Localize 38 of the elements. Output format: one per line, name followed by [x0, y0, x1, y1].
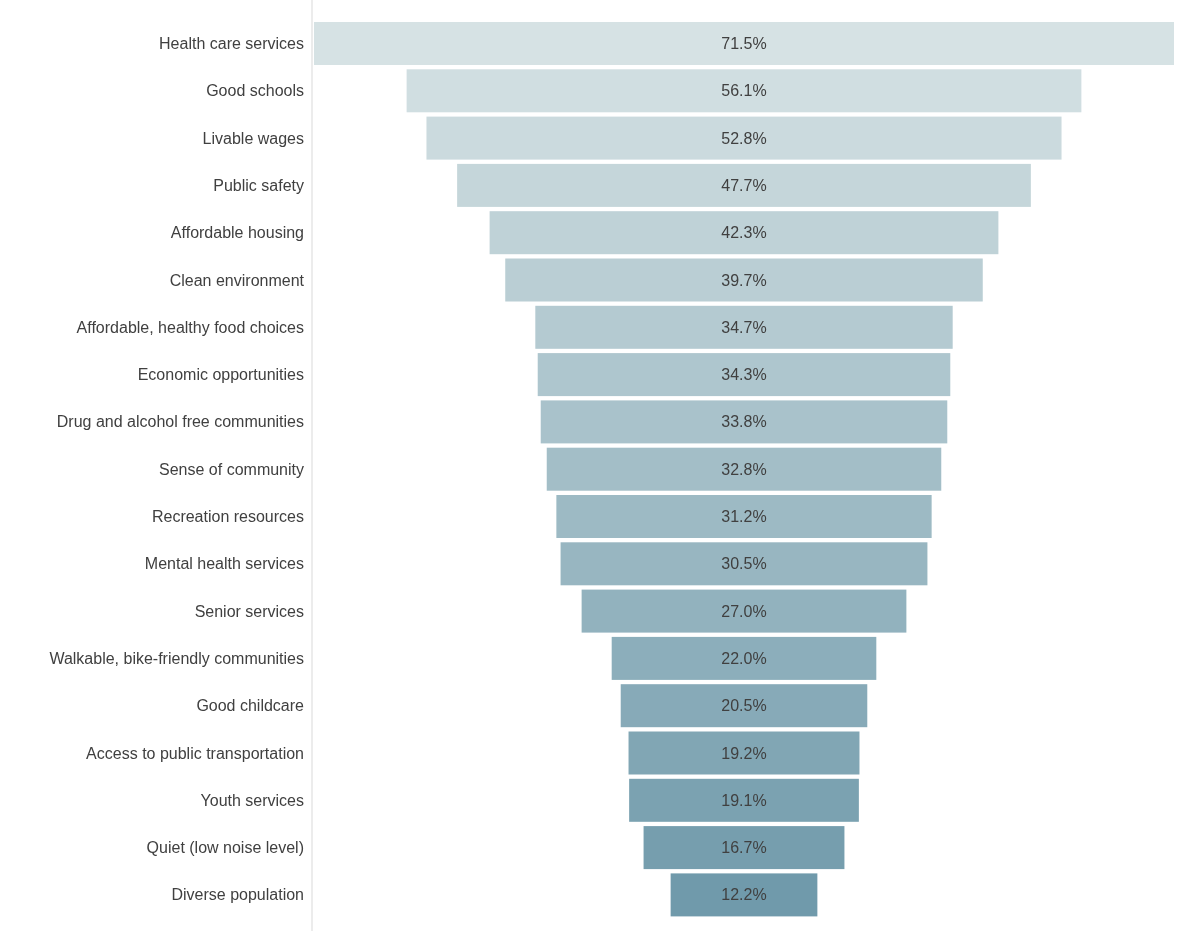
- data-label: 30.5%: [721, 555, 767, 573]
- data-label: 27.0%: [721, 602, 767, 620]
- category-label: Good schools: [206, 82, 304, 100]
- category-label: Drug and alcohol free communities: [56, 413, 304, 431]
- category-label: Sense of community: [159, 460, 304, 478]
- category-label: Recreation resources: [151, 508, 304, 525]
- data-label: 34.3%: [721, 366, 767, 384]
- category-label: Health care services: [159, 35, 304, 52]
- data-label: 22.0%: [721, 649, 767, 667]
- category-label: Affordable housing: [170, 224, 304, 242]
- data-label: 20.5%: [721, 697, 767, 715]
- category-label: Quiet (low noise level): [146, 839, 304, 857]
- data-label: 19.1%: [721, 791, 767, 809]
- data-label: 52.8%: [721, 129, 767, 147]
- category-label: Mental health services: [144, 555, 304, 573]
- category-label: Diverse population: [171, 886, 304, 904]
- data-label: 32.8%: [721, 460, 767, 478]
- data-label: 31.2%: [721, 508, 767, 525]
- category-label: Good childcare: [196, 697, 305, 715]
- category-label: Affordable, healthy food choices: [76, 318, 304, 336]
- category-label: Economic opportunities: [137, 366, 304, 384]
- data-label: 71.5%: [721, 35, 767, 52]
- data-label: 12.2%: [721, 886, 767, 904]
- data-label: 39.7%: [721, 271, 767, 289]
- category-label: Access to public transportation: [86, 744, 304, 762]
- category-label: Youth services: [200, 791, 304, 809]
- data-label: 16.7%: [721, 839, 767, 857]
- data-label: 56.1%: [721, 82, 767, 100]
- data-label: 34.7%: [721, 318, 767, 336]
- data-label: 47.7%: [721, 176, 767, 194]
- category-label: Senior services: [194, 602, 304, 620]
- data-label: 19.2%: [721, 744, 767, 762]
- data-label: 33.8%: [721, 413, 767, 431]
- category-label: Public safety: [213, 176, 304, 194]
- category-label: Clean environment: [169, 271, 305, 289]
- data-label: 42.3%: [721, 224, 767, 242]
- category-label: Livable wages: [202, 129, 304, 147]
- category-label: Walkable, bike-friendly communities: [49, 649, 304, 667]
